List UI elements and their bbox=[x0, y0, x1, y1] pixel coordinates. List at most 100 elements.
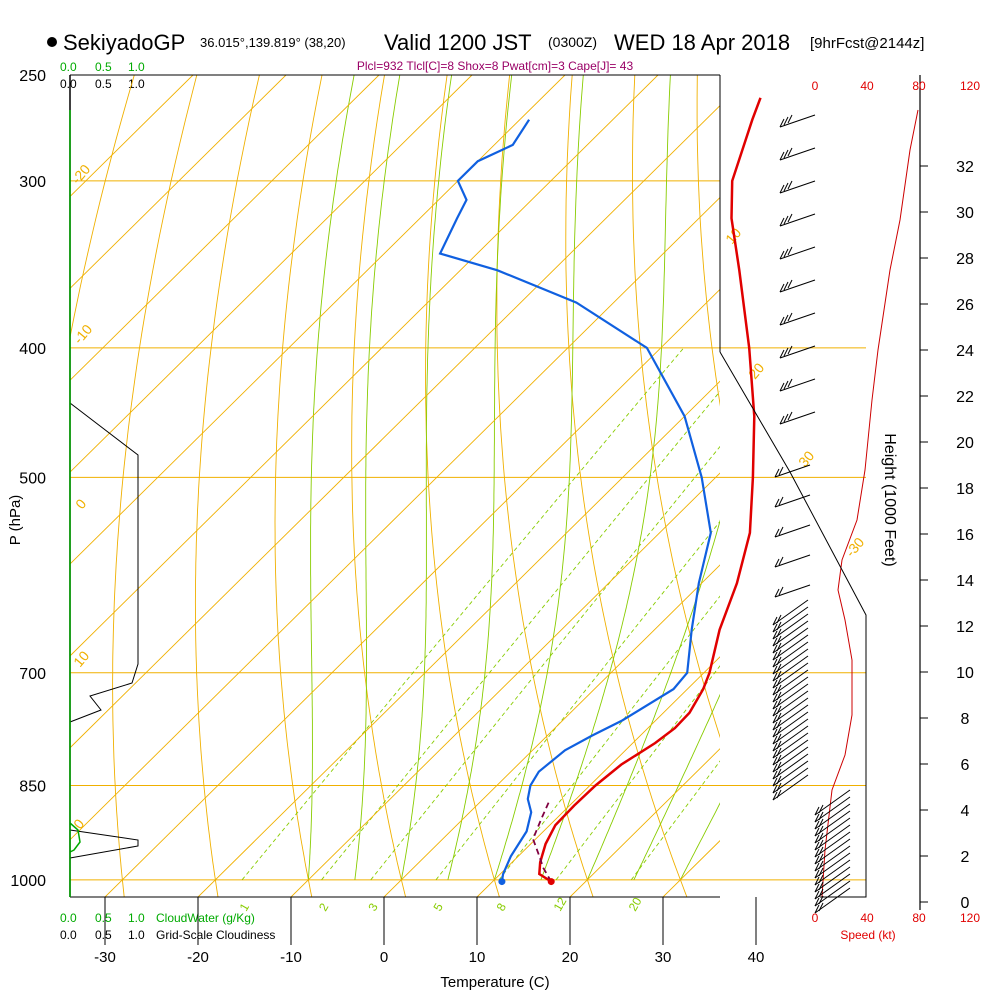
speed-tick: 40 bbox=[860, 911, 874, 925]
moist-adiabat bbox=[540, 75, 671, 880]
x-tick-label: 20 bbox=[562, 949, 579, 966]
wind-barb-flag bbox=[818, 902, 824, 912]
wind-barb-shaft bbox=[774, 584, 811, 598]
wind-barb-shaft bbox=[772, 690, 809, 717]
speed-tick: 80 bbox=[912, 79, 926, 93]
temperature-line bbox=[537, 97, 762, 883]
wind-barb-shaft bbox=[814, 859, 851, 886]
isotherm-line bbox=[70, 104, 720, 749]
wind-barb-flag bbox=[772, 784, 778, 794]
wind-barb-flag bbox=[779, 217, 785, 227]
wind-barb-shaft bbox=[814, 796, 851, 823]
wind-barb-flag bbox=[818, 860, 824, 870]
wind-barb bbox=[814, 838, 851, 865]
wind-barb bbox=[772, 690, 809, 717]
wind-barb-shaft bbox=[772, 648, 809, 675]
wind-barb-shaft bbox=[772, 662, 809, 689]
wind-barb-shaft bbox=[814, 845, 851, 872]
wind-barb bbox=[772, 669, 809, 696]
isotherm-line bbox=[197, 380, 720, 897]
mixing-ratio-label: 20 bbox=[626, 895, 645, 914]
cloudiness-profile-low bbox=[69, 829, 139, 859]
wind-barb-shaft bbox=[814, 838, 851, 865]
wind-barb-flag bbox=[772, 756, 778, 766]
mixing-ratio-label: 5 bbox=[430, 900, 446, 913]
wind-barb-flag bbox=[818, 874, 824, 884]
wind-barb-flag bbox=[778, 496, 784, 506]
wind-barb-flag bbox=[772, 679, 778, 689]
wind-barb-flag bbox=[776, 761, 782, 771]
wind-barb-shaft bbox=[772, 634, 809, 661]
wind-barb-flag bbox=[783, 248, 789, 258]
cloudwater-top-tick: 1.0 bbox=[128, 60, 145, 74]
wind-barb-flag bbox=[772, 616, 778, 626]
wind-barb-flag bbox=[776, 684, 782, 694]
wind-barb-flag bbox=[774, 528, 780, 538]
wind-barb-shaft bbox=[814, 887, 851, 914]
wind-barb bbox=[779, 345, 816, 359]
wind-barb-flag bbox=[787, 312, 793, 322]
height-tick-label: 4 bbox=[961, 803, 970, 820]
cloudiness-bottom-tick: 0.5 bbox=[95, 928, 112, 942]
wind-barb-shaft bbox=[772, 669, 809, 696]
moist-adiabat bbox=[447, 75, 513, 880]
isotherm-line bbox=[70, 75, 473, 473]
speed-tick: 120 bbox=[960, 79, 980, 93]
wind-barb-flag bbox=[776, 768, 782, 778]
wind-barb-flag bbox=[818, 846, 824, 856]
wind-barb-flag bbox=[776, 628, 782, 638]
dry-adiabat bbox=[760, 75, 968, 897]
wind-barb bbox=[772, 662, 809, 689]
speed-axis-top: 0 40 80 120 bbox=[812, 79, 981, 93]
wind-barb bbox=[774, 494, 811, 508]
wind-barb-flag bbox=[814, 862, 820, 872]
wind-barb bbox=[779, 279, 816, 293]
wind-barb-shaft bbox=[772, 753, 809, 780]
wind-barb-flag bbox=[776, 705, 782, 715]
wind-barb-shaft bbox=[814, 880, 851, 907]
moist-adiabat bbox=[307, 75, 355, 880]
wind-barb bbox=[814, 852, 851, 879]
wind-barb-flag bbox=[772, 623, 778, 633]
wind-barb-flag bbox=[818, 832, 824, 842]
wind-barb bbox=[772, 718, 809, 745]
speed-axis-label: Speed (kt) bbox=[840, 928, 895, 942]
wind-barb-flag bbox=[818, 811, 824, 821]
wind-barb-shaft bbox=[814, 810, 851, 837]
wind-barb-shaft bbox=[772, 774, 809, 801]
station-dot-icon bbox=[47, 37, 57, 47]
speed-axis-bottom: 0 40 80 120 Speed (kt) bbox=[812, 911, 981, 942]
wind-barb bbox=[772, 767, 809, 794]
isobar-lines bbox=[70, 74, 866, 881]
cloudwater-top-tick: 0.5 bbox=[95, 60, 112, 74]
wind-barb-shaft bbox=[779, 114, 816, 128]
wind-barb bbox=[814, 859, 851, 886]
wind-barb-flag bbox=[776, 712, 782, 722]
cloudiness-label: Grid-Scale Cloudiness bbox=[156, 928, 275, 942]
pressure-tick-label: 1000 bbox=[10, 873, 46, 890]
wind-barb-flag bbox=[787, 246, 793, 256]
wind-barb-flag bbox=[787, 147, 793, 157]
parcel-line bbox=[532, 798, 552, 883]
mixing-ratio-line bbox=[630, 760, 720, 881]
wind-barb bbox=[772, 613, 809, 640]
wind-barb-flag bbox=[814, 848, 820, 858]
wind-barb-flag bbox=[779, 415, 785, 425]
mixing-ratio-label: 3 bbox=[365, 900, 381, 913]
wind-barb-shaft bbox=[779, 213, 816, 227]
wind-barb-flag bbox=[772, 651, 778, 661]
moist-adiabat bbox=[586, 519, 720, 880]
wind-barb-shaft bbox=[814, 852, 851, 879]
x-tick-label: 40 bbox=[748, 949, 765, 966]
wind-barb-flag bbox=[787, 213, 793, 223]
wind-barb-flag bbox=[814, 855, 820, 865]
wind-barb bbox=[774, 464, 811, 478]
wind-barb bbox=[779, 411, 816, 425]
wind-barb-flag bbox=[772, 630, 778, 640]
wind-barb-shaft bbox=[779, 180, 816, 194]
wind-barb-flag bbox=[779, 118, 785, 128]
wind-barb-shaft bbox=[779, 378, 816, 392]
wind-barb bbox=[774, 584, 811, 598]
cloudiness-bottom-tick: 0.0 bbox=[60, 928, 77, 942]
wind-barb-flag bbox=[776, 614, 782, 624]
